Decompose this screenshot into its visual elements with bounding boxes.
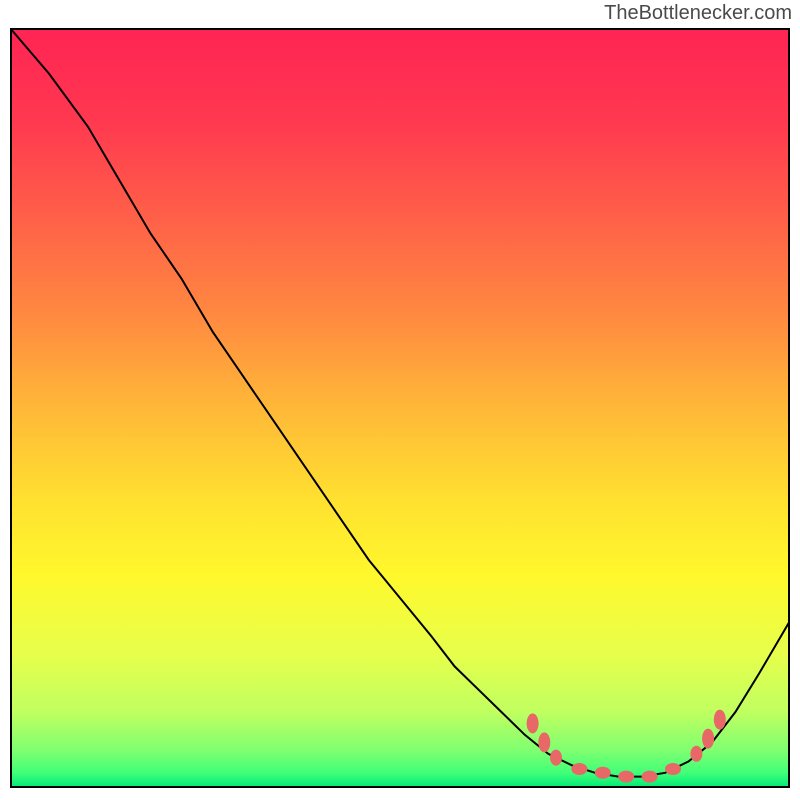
- chart-area: [10, 28, 790, 788]
- marker-point: [618, 771, 634, 783]
- marker-point: [690, 746, 702, 762]
- marker-point: [665, 763, 681, 775]
- marker-point: [714, 710, 726, 730]
- chart-container: TheBottlenecker.com: [0, 0, 800, 800]
- marker-point: [595, 767, 611, 779]
- watermark-text: TheBottlenecker.com: [604, 2, 792, 25]
- marker-point: [642, 771, 658, 783]
- marker-point: [538, 732, 550, 752]
- marker-point: [702, 729, 714, 749]
- marker-point: [527, 713, 539, 733]
- chart-svg: [10, 28, 790, 788]
- marker-point: [571, 763, 587, 775]
- marker-point: [550, 750, 562, 766]
